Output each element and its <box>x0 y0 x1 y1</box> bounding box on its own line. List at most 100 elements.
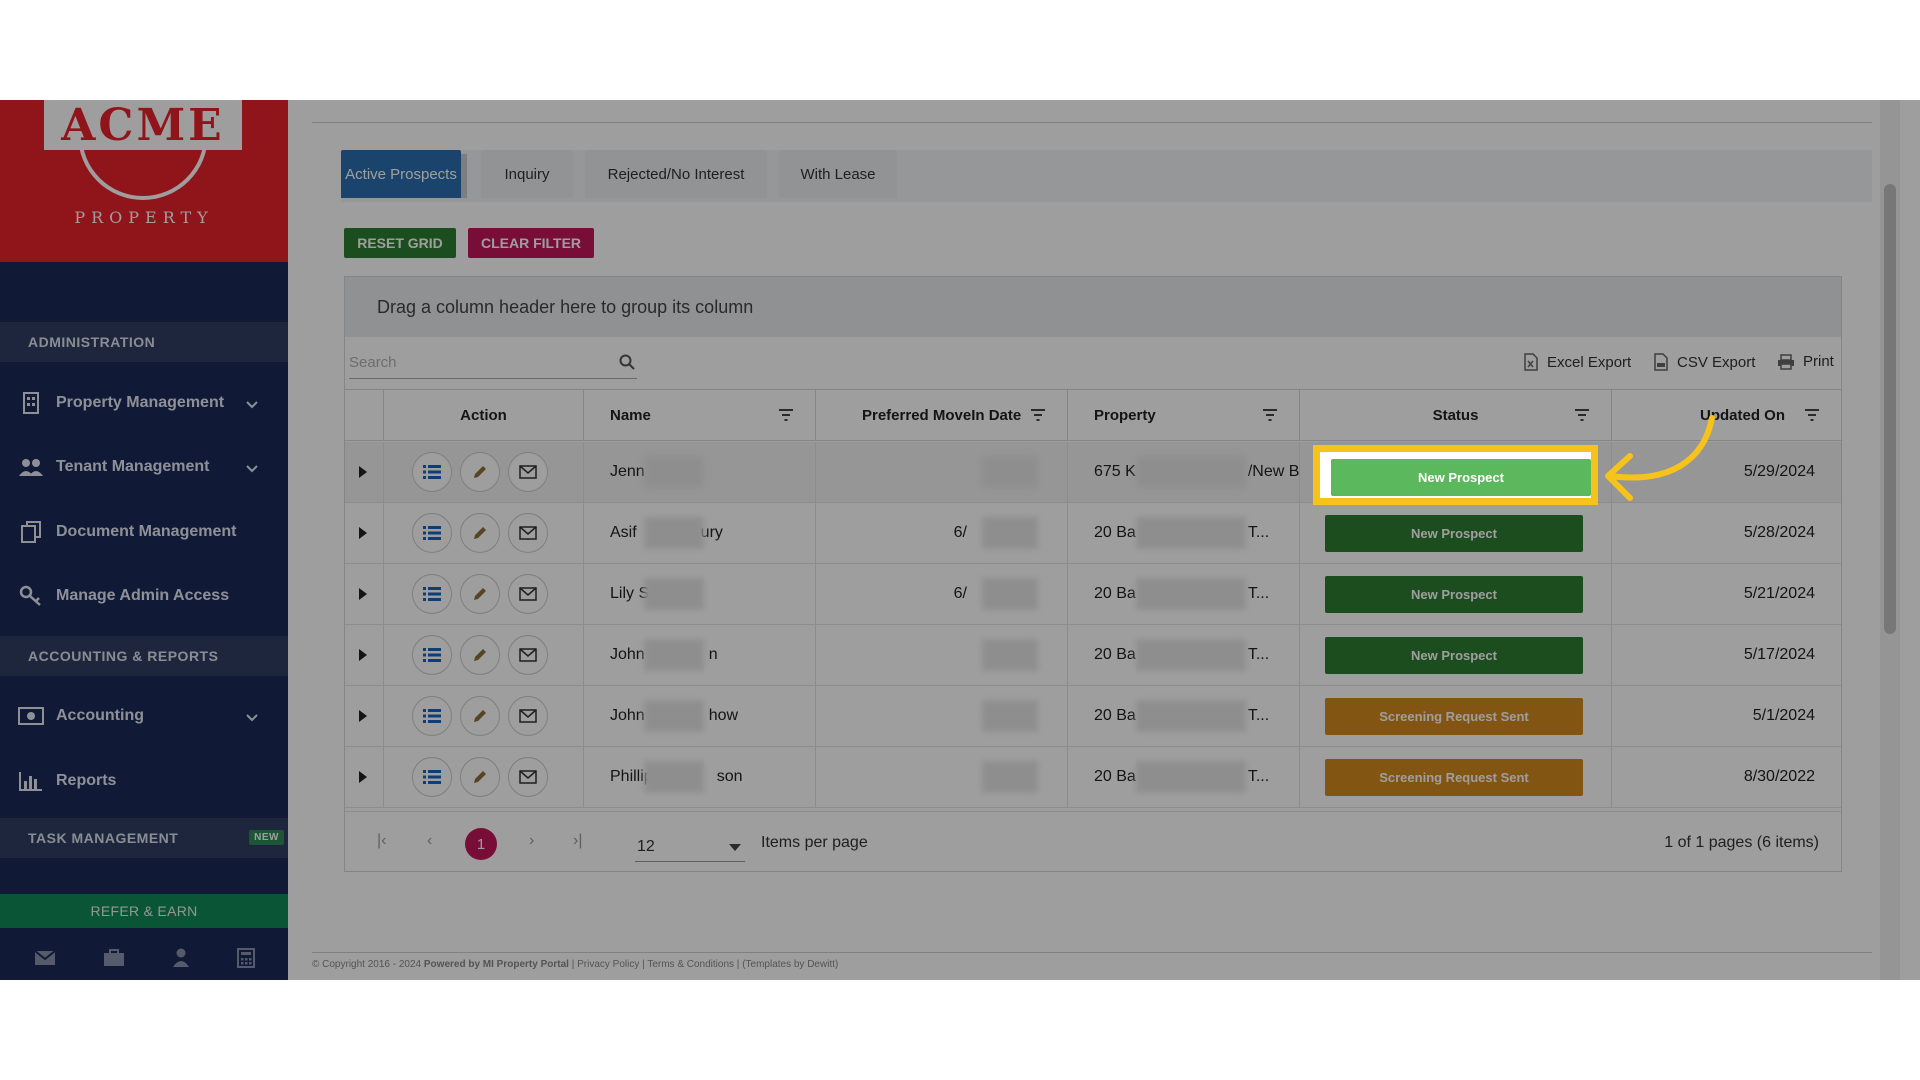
filter-icon[interactable] <box>1263 408 1277 425</box>
expand-row-icon[interactable] <box>359 771 367 783</box>
sidebar-item-manage-admin-access[interactable]: Manage Admin Access <box>0 571 288 621</box>
scroll-thumb[interactable] <box>1884 184 1896 634</box>
table-row[interactable]: John how 20 Ba T... Screening Request Sent 5/… <box>345 686 1841 747</box>
tab-active-prospects[interactable]: Active Prospects <box>341 150 461 198</box>
scrollbar[interactable] <box>1880 100 1900 980</box>
status-badge[interactable]: Screening Request Sent <box>1325 759 1583 796</box>
expand-row-icon[interactable] <box>359 466 367 478</box>
mail-icon[interactable] <box>33 949 56 971</box>
header-status[interactable]: Status <box>1299 390 1611 440</box>
sidebar-item-document-management[interactable]: Document Management <box>0 507 288 557</box>
table-row[interactable]: Phillip son 20 Ba T... Screening Request Sen… <box>345 747 1841 808</box>
briefcase-icon[interactable] <box>103 948 125 972</box>
tab-rejected-no-interest[interactable]: Rejected/No Interest <box>585 150 767 198</box>
logo[interactable]: ACME PROPERTY <box>0 100 288 262</box>
filter-icon[interactable] <box>779 408 793 425</box>
edit-pencil-icon[interactable] <box>460 757 500 797</box>
sidebar-item-accounting[interactable]: Accounting <box>0 691 288 741</box>
table-row[interactable]: Asif ury 6/20 Ba T... New Prospect 5/28/2024 <box>345 503 1841 564</box>
next-page-icon[interactable]: › <box>529 832 535 849</box>
details-list-icon[interactable] <box>412 574 452 614</box>
user-icon[interactable] <box>172 948 190 973</box>
chevron-down-icon[interactable] <box>246 709 258 727</box>
highlight-box[interactable]: New Prospect <box>1313 445 1598 505</box>
search-input[interactable] <box>349 347 609 377</box>
page-size-select[interactable]: 12 <box>635 826 745 862</box>
section-task-management[interactable]: TASK MANAGEMENT NEW <box>0 818 288 858</box>
sidebar-item-reports[interactable]: Reports <box>0 756 288 806</box>
edit-pencil-icon[interactable] <box>460 452 500 492</box>
sidebar-item-tenant-management[interactable]: Tenant Management <box>0 442 288 492</box>
expand-cell[interactable] <box>345 686 383 746</box>
header-preferred-movein-date[interactable]: Preferred MoveIn Date <box>815 390 1067 440</box>
expand-row-icon[interactable] <box>359 710 367 722</box>
details-list-icon[interactable] <box>412 513 452 553</box>
page-button-current[interactable]: 1 <box>465 828 497 860</box>
chevron-down-icon[interactable] <box>246 396 258 414</box>
status-badge[interactable]: New Prospect <box>1325 637 1583 674</box>
sidebar-item-label: Reports <box>56 772 117 789</box>
tab-inquiry[interactable]: Inquiry <box>481 150 573 198</box>
filter-icon[interactable] <box>1805 408 1819 425</box>
footer-terms-link[interactable]: Terms & Conditions <box>647 959 735 970</box>
updated-cell: 5/28/2024 <box>1611 503 1841 563</box>
expand-row-icon[interactable] <box>359 588 367 600</box>
expand-cell[interactable] <box>345 625 383 685</box>
edit-pencil-icon[interactable] <box>460 696 500 736</box>
search-icon[interactable] <box>619 354 635 375</box>
header-property[interactable]: Property <box>1067 390 1299 440</box>
redacted-blur <box>982 761 1038 793</box>
print-button[interactable]: Print <box>1777 353 1834 370</box>
action-cell <box>383 747 583 807</box>
header-name[interactable]: Name <box>583 390 815 440</box>
prev-page-icon[interactable]: ‹ <box>427 832 433 849</box>
sidebar-item-property-management[interactable]: Property Management <box>0 378 288 428</box>
details-list-icon[interactable] <box>412 757 452 797</box>
expand-cell[interactable] <box>345 564 383 624</box>
calculator-icon[interactable] <box>236 947 255 973</box>
mail-icon[interactable] <box>508 513 548 553</box>
grid-search <box>349 347 637 379</box>
footer-powered[interactable]: Powered by MI Property Portal <box>423 959 569 970</box>
chevron-down-icon[interactable] <box>246 460 258 478</box>
first-page-icon[interactable]: |‹ <box>377 832 387 849</box>
last-page-icon[interactable]: ›| <box>573 832 583 849</box>
edit-pencil-icon[interactable] <box>460 574 500 614</box>
clear-filter-button[interactable]: CLEAR FILTER <box>468 228 594 258</box>
details-list-icon[interactable] <box>412 635 452 675</box>
updated-cell: 5/21/2024 <box>1611 564 1841 624</box>
filter-icon[interactable] <box>1575 408 1589 425</box>
header-action[interactable]: Action <box>383 390 583 440</box>
group-panel[interactable]: Drag a column header here to group its c… <box>345 277 1841 337</box>
excel-export-button[interactable]: Excel Export <box>1523 353 1631 371</box>
edit-pencil-icon[interactable] <box>460 513 500 553</box>
csv-export-button[interactable]: CSV Export <box>1653 353 1755 371</box>
table-row[interactable]: Lily S 6/20 Ba T... New Prospect 5/21/2024 <box>345 564 1841 625</box>
expand-cell[interactable] <box>345 503 383 563</box>
status-badge[interactable]: Screening Request Sent <box>1325 698 1583 735</box>
mail-icon[interactable] <box>508 574 548 614</box>
mail-icon[interactable] <box>508 635 548 675</box>
mail-icon[interactable] <box>508 696 548 736</box>
reset-grid-button[interactable]: RESET GRID <box>344 228 456 258</box>
expand-row-icon[interactable] <box>359 649 367 661</box>
mail-icon[interactable] <box>508 452 548 492</box>
highlighted-status-badge[interactable]: New Prospect <box>1331 459 1591 496</box>
tab-with-lease[interactable]: With Lease <box>779 150 897 198</box>
header-label: Action <box>460 406 507 424</box>
filter-icon[interactable] <box>1031 408 1045 425</box>
details-list-icon[interactable] <box>412 696 452 736</box>
status-badge[interactable]: New Prospect <box>1325 576 1583 613</box>
expand-cell[interactable] <box>345 442 383 502</box>
header-updated-on[interactable]: Updated On <box>1611 390 1841 440</box>
status-badge[interactable]: New Prospect <box>1325 515 1583 552</box>
name-cell: Phillip son <box>583 747 815 807</box>
table-row[interactable]: John n 20 Ba T... New Prospect 5/17/2024 <box>345 625 1841 686</box>
mail-icon[interactable] <box>508 757 548 797</box>
expand-row-icon[interactable] <box>359 527 367 539</box>
footer-privacy-link[interactable]: Privacy Policy <box>577 959 640 970</box>
edit-pencil-icon[interactable] <box>460 635 500 675</box>
refer-earn-button[interactable]: REFER & EARN <box>0 894 288 928</box>
details-list-icon[interactable] <box>412 452 452 492</box>
expand-cell[interactable] <box>345 747 383 807</box>
